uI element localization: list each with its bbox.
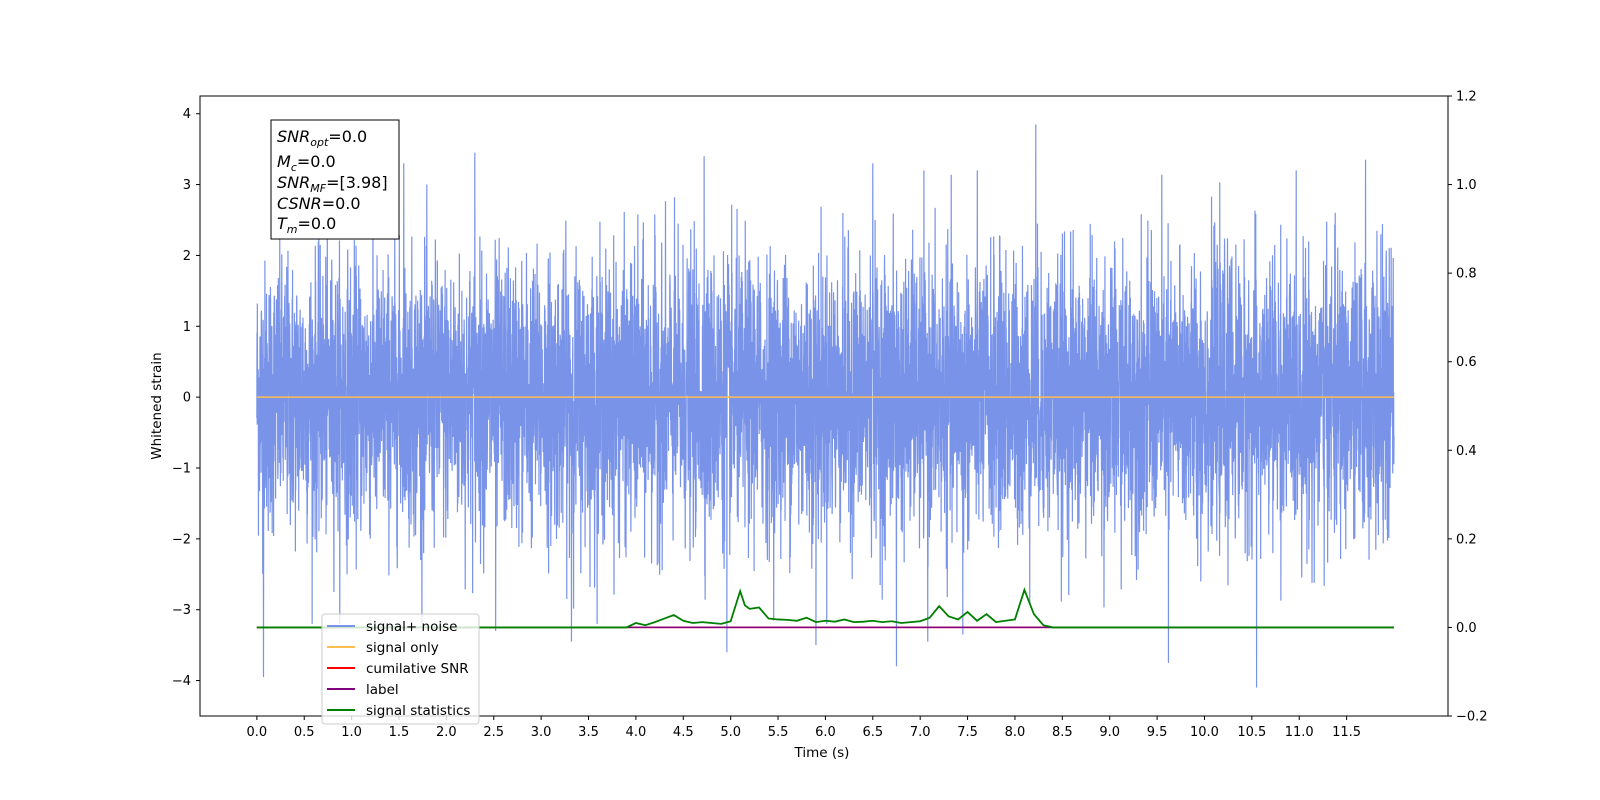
y-tick-label: 1 xyxy=(183,320,191,335)
y-tick-label: −2 xyxy=(172,532,191,547)
x-tick-label: 1.5 xyxy=(389,725,410,740)
x-tick-label: 10.5 xyxy=(1237,725,1266,740)
y2-tick-label: −0.2 xyxy=(1456,710,1488,725)
y-axis-left: −4 −3 −2 −1 0 1 2 3 4 xyxy=(172,107,200,689)
x-tick-label: 3.5 xyxy=(578,725,599,740)
series-signal-noise xyxy=(256,124,1395,688)
y-axis-right: −0.2 0.0 0.2 0.4 0.6 0.8 1.0 1.2 xyxy=(1448,90,1488,725)
x-tick-label: 4.0 xyxy=(626,725,647,740)
series-signal-statistics xyxy=(256,587,1394,629)
x-tick-label: 0.0 xyxy=(247,725,268,740)
y-tick-label: 2 xyxy=(183,249,191,264)
stats-snr-mf: SNRMF=[3.98] xyxy=(277,173,388,195)
legend-label-cumilative-snr: cumilative SNR xyxy=(366,661,469,677)
x-tick-label: 9.0 xyxy=(1099,725,1120,740)
y2-tick-label: 0.8 xyxy=(1456,267,1477,282)
stats-box-frame xyxy=(270,119,400,240)
x-tick-label: 5.5 xyxy=(768,725,789,740)
legend-label-signal-statistics: signal statistics xyxy=(366,703,470,719)
x-tick-label: 6.5 xyxy=(862,725,883,740)
x-tick-label: 2.0 xyxy=(436,725,457,740)
stats-box: SNRopt=0.0 Mc=0.0 SNRMF=[3.98] CSNR=0.0 … xyxy=(270,119,400,240)
stats-mc: Mc=0.0 xyxy=(277,152,336,174)
x-tick-label: 8.5 xyxy=(1052,725,1073,740)
y-tick-label: −4 xyxy=(172,674,191,689)
x-tick-label: 4.5 xyxy=(673,725,694,740)
y-tick-label: −1 xyxy=(172,462,191,477)
x-tick-label: 5.0 xyxy=(720,725,741,740)
x-tick-label: 1.0 xyxy=(341,725,362,740)
x-tick-label: 9.5 xyxy=(1147,725,1168,740)
x-tick-label: 3.0 xyxy=(531,725,552,740)
x-axis: 0.0 0.5 1.0 1.5 2.0 2.5 3.0 3.5 4.0 4.5 5.0 5.5 6.0 6… xyxy=(247,716,1361,740)
legend-label-signal-noise: signal+ noise xyxy=(366,619,457,635)
x-tick-label: 2.5 xyxy=(483,725,504,740)
legend-label-label: label xyxy=(366,682,399,698)
x-tick-label: 10.0 xyxy=(1190,725,1219,740)
y2-tick-label: 1.0 xyxy=(1456,178,1477,193)
y-tick-label: 0 xyxy=(183,391,191,406)
y2-tick-label: 1.2 xyxy=(1456,90,1477,105)
x-tick-label: 7.5 xyxy=(957,725,978,740)
x-tick-label: 6.0 xyxy=(815,725,836,740)
y-axis-label: Whitened strain xyxy=(149,352,165,459)
y-tick-label: −3 xyxy=(172,603,191,618)
legend-label-signal-only: signal only xyxy=(366,640,439,656)
plot-frame xyxy=(199,95,1449,717)
x-tick-label: 11.0 xyxy=(1285,725,1314,740)
x-tick-label: 11.5 xyxy=(1332,725,1361,740)
legend-frame xyxy=(321,613,480,725)
x-axis-label: Time (s) xyxy=(794,745,850,761)
y-tick-label: 4 xyxy=(183,107,191,122)
stats-tm: Tm=0.0 xyxy=(277,214,336,236)
x-tick-label: 0.5 xyxy=(294,725,315,740)
y2-tick-label: 0.4 xyxy=(1456,444,1477,459)
legend: signal+ noise signal only cumilative SNR… xyxy=(321,613,480,725)
stats-csnr: CSNR=0.0 xyxy=(277,194,361,213)
x-tick-label: 7.0 xyxy=(910,725,931,740)
y2-tick-label: 0.6 xyxy=(1456,355,1477,370)
y-tick-label: 3 xyxy=(183,178,191,193)
y2-tick-label: 0.2 xyxy=(1456,532,1477,547)
y2-tick-label: 0.0 xyxy=(1456,621,1477,636)
stats-snr-opt: SNRopt=0.0 xyxy=(277,127,367,149)
x-tick-label: 8.0 xyxy=(1005,725,1026,740)
